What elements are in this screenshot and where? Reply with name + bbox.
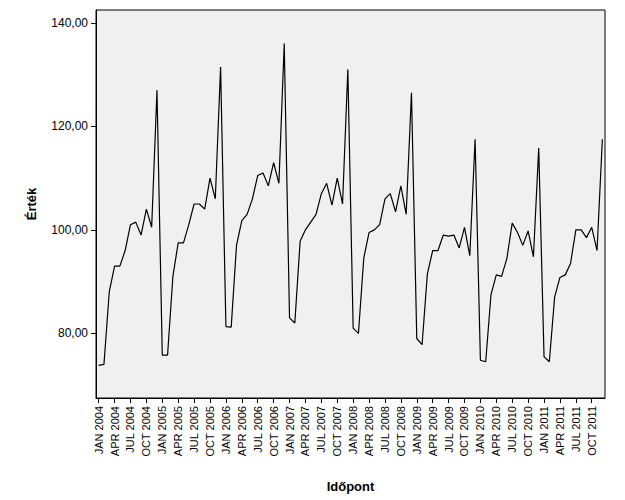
svg-text:Érték: Érték bbox=[24, 187, 39, 220]
svg-text:JUL 2011: JUL 2011 bbox=[570, 406, 582, 452]
svg-text:JAN 2007: JAN 2007 bbox=[284, 406, 296, 454]
svg-text:OCT 2008: OCT 2008 bbox=[395, 406, 407, 457]
svg-text:OCT 2009: OCT 2009 bbox=[458, 406, 470, 457]
svg-text:JAN 2009: JAN 2009 bbox=[411, 406, 423, 454]
svg-text:APR 2007: APR 2007 bbox=[299, 406, 311, 456]
svg-text:APR 2004: APR 2004 bbox=[109, 406, 121, 456]
svg-text:JUL 2008: JUL 2008 bbox=[379, 406, 391, 453]
svg-text:JAN 2005: JAN 2005 bbox=[156, 406, 168, 454]
svg-text:APR 2005: APR 2005 bbox=[172, 406, 184, 456]
svg-text:JUL 2007: JUL 2007 bbox=[315, 406, 327, 453]
svg-text:JUL 2009: JUL 2009 bbox=[443, 406, 455, 453]
svg-text:120,00: 120,00 bbox=[51, 119, 88, 133]
svg-text:OCT 2010: OCT 2010 bbox=[522, 406, 534, 457]
svg-text:APR 2006: APR 2006 bbox=[236, 406, 248, 456]
svg-text:OCT 2011: OCT 2011 bbox=[586, 406, 598, 456]
svg-text:APR 2010: APR 2010 bbox=[490, 406, 502, 456]
svg-text:JAN 2006: JAN 2006 bbox=[220, 406, 232, 454]
svg-text:JUL 2010: JUL 2010 bbox=[506, 406, 518, 453]
svg-text:JAN 2011: JAN 2011 bbox=[538, 406, 550, 454]
svg-text:JUL 2004: JUL 2004 bbox=[124, 406, 136, 453]
svg-text:APR 2009: APR 2009 bbox=[427, 406, 439, 456]
svg-text:APR 2011: APR 2011 bbox=[554, 406, 566, 455]
svg-text:OCT 2005: OCT 2005 bbox=[204, 406, 216, 457]
svg-text:JAN 2008: JAN 2008 bbox=[347, 406, 359, 454]
svg-text:100,00: 100,00 bbox=[51, 223, 88, 237]
svg-text:OCT 2006: OCT 2006 bbox=[268, 406, 280, 457]
svg-text:JAN 2010: JAN 2010 bbox=[474, 406, 486, 454]
svg-text:APR 2008: APR 2008 bbox=[363, 406, 375, 456]
svg-text:OCT 2007: OCT 2007 bbox=[331, 406, 343, 457]
svg-text:JUL 2006: JUL 2006 bbox=[252, 406, 264, 453]
svg-text:JAN 2004: JAN 2004 bbox=[93, 406, 105, 454]
svg-text:140,00: 140,00 bbox=[51, 16, 88, 30]
svg-text:OCT 2004: OCT 2004 bbox=[140, 406, 152, 457]
svg-text:JUL 2005: JUL 2005 bbox=[188, 406, 200, 453]
svg-text:Időpont: Időpont bbox=[327, 479, 375, 494]
svg-text:80,00: 80,00 bbox=[58, 326, 88, 340]
